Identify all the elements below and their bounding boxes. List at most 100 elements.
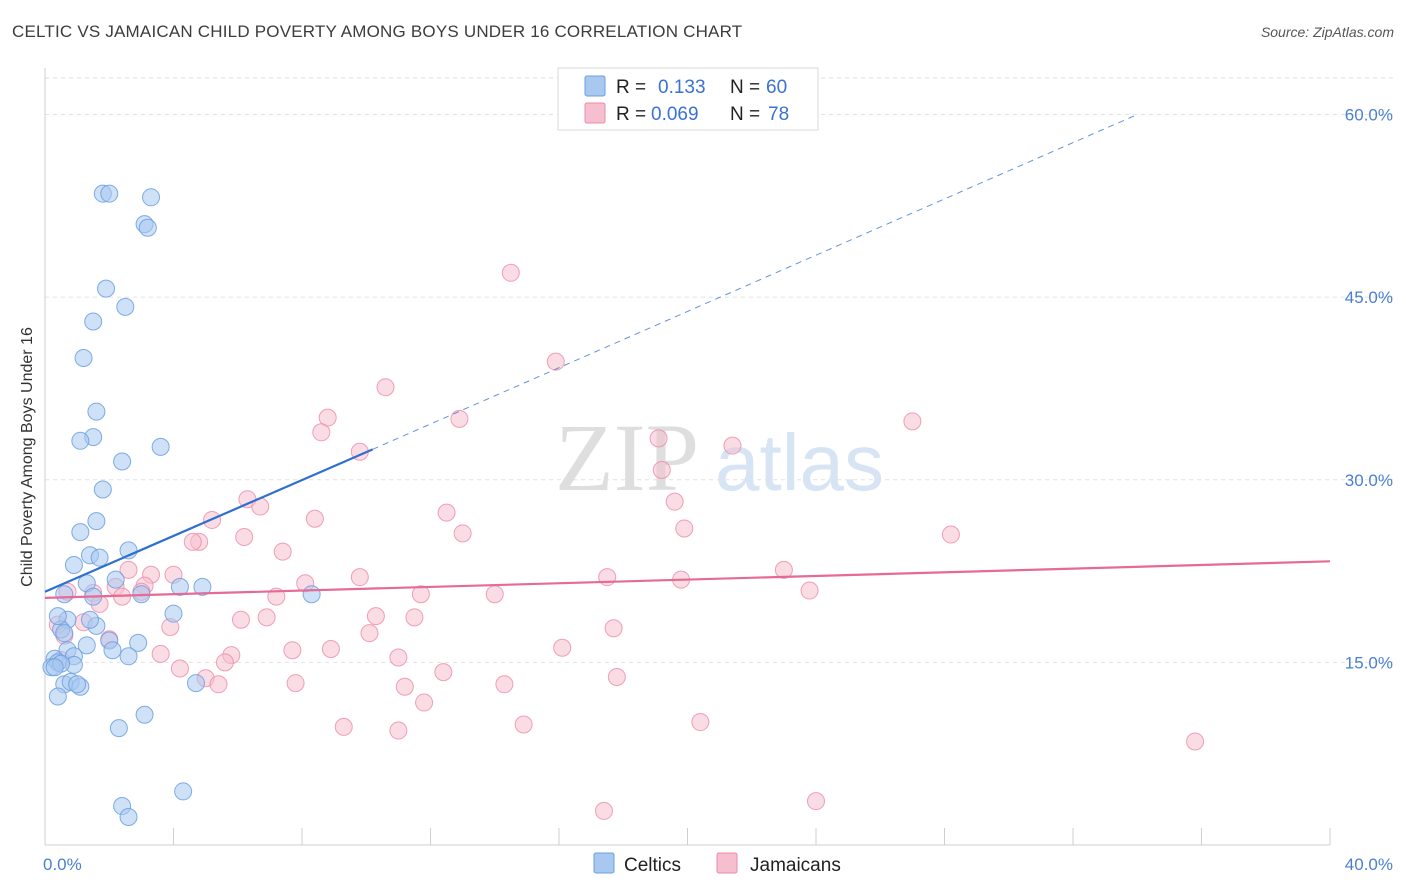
celtics-point <box>55 624 74 643</box>
celtics-swatch <box>593 852 615 874</box>
x-tick-label: 0.0% <box>43 855 82 874</box>
jamaicans-n-label: N = <box>730 104 760 125</box>
celtics-legend-label: Celtics <box>624 855 681 876</box>
jamaicans-point <box>151 644 170 663</box>
jamaicans-point <box>183 532 202 551</box>
jamaicans-point <box>312 423 331 442</box>
jamaicans-point <box>501 263 520 282</box>
celtics-point <box>97 279 116 298</box>
tick-labels: 15.0% 30.0% 45.0% 60.0% 0.0% 40.0% <box>43 106 1393 874</box>
jamaicans-point <box>305 509 324 528</box>
celtics-point <box>174 782 193 801</box>
celtics-trend-extension <box>372 114 1138 450</box>
source-credit: Source: ZipAtlas.com <box>1260 24 1394 40</box>
jamaicans-point <box>485 585 504 604</box>
jamaicans-points <box>48 263 1205 820</box>
celtics-point <box>77 636 96 655</box>
jamaicans-point <box>231 610 250 629</box>
jamaicans-point <box>652 461 671 480</box>
celtics-point <box>74 349 93 368</box>
jamaicans-point <box>941 525 960 544</box>
celtics-point <box>87 402 106 421</box>
jamaicans-point <box>437 503 456 522</box>
jamaicans-point <box>723 436 742 455</box>
jamaicans-point <box>675 519 694 538</box>
jamaicans-point <box>389 648 408 667</box>
jamaicans-point <box>350 568 369 587</box>
jamaicans-point <box>321 639 340 658</box>
jamaicans-point <box>607 667 626 686</box>
celtics-point <box>129 633 148 652</box>
celtics-point <box>71 431 90 450</box>
celtics-point <box>186 674 205 693</box>
jamaicans-point <box>257 608 276 627</box>
jamaicans-point <box>360 624 379 643</box>
celtics-n-value: 60 <box>766 77 787 98</box>
jamaicans-point <box>1186 732 1205 751</box>
celtics-point <box>80 610 99 629</box>
celtics-point <box>84 312 103 331</box>
celtics-point <box>64 555 83 574</box>
celtics-point <box>119 647 138 666</box>
trend-lines <box>44 114 1331 599</box>
celtics-point <box>119 807 138 826</box>
jamaicans-point <box>334 717 353 736</box>
celtics-point <box>113 452 132 471</box>
watermark: ZIP atlas <box>555 404 884 511</box>
y-tick-label: 60.0% <box>1345 106 1393 125</box>
jamaicans-point <box>273 542 292 561</box>
y-tick-label: 15.0% <box>1345 653 1393 672</box>
jamaicans-point <box>434 663 453 682</box>
jamaicans-point <box>450 409 469 428</box>
gridlines <box>45 77 1395 663</box>
jamaicans-point <box>665 492 684 511</box>
celtics-point <box>170 577 189 596</box>
jamaicans-point <box>389 721 408 740</box>
celtics-points <box>42 184 321 826</box>
celtics-point <box>100 184 119 203</box>
jamaicans-n-value: 78 <box>768 104 789 125</box>
jamaicans-r-value: 0.069 <box>651 104 699 125</box>
celtics-point <box>55 585 74 604</box>
jamaicans-point <box>604 619 623 638</box>
celtics-point <box>135 705 154 724</box>
jamaicans-point <box>209 675 228 694</box>
watermark-atlas: atlas <box>715 418 884 507</box>
celtics-r-value: 0.133 <box>658 77 706 98</box>
celtics-point <box>45 658 64 677</box>
y-tick-label: 45.0% <box>1345 288 1393 307</box>
jamaicans-point <box>376 378 395 397</box>
celtics-point <box>109 719 128 738</box>
jamaicans-point <box>453 524 472 543</box>
jamaicans-point <box>283 641 302 660</box>
jamaicans-point <box>546 352 565 371</box>
celtics-point <box>106 570 125 589</box>
jamaicans-legend-label: Jamaicans <box>750 855 841 876</box>
jamaicans-point <box>415 693 434 712</box>
jamaicans-point <box>119 560 138 579</box>
jamaicans-legend-swatch <box>584 102 606 124</box>
x-tick-label: 40.0% <box>1345 855 1393 874</box>
celtics-point <box>103 641 122 660</box>
celtics-point <box>68 675 87 694</box>
celtics-point <box>138 218 157 237</box>
jamaicans-point <box>405 608 424 627</box>
jamaicans-point <box>235 527 254 546</box>
jamaicans-point <box>691 713 710 732</box>
jamaicans-point <box>807 792 825 811</box>
celtics-point <box>116 297 135 316</box>
jamaicans-point <box>800 581 819 600</box>
celtics-trend-line <box>44 448 374 593</box>
celtics-r-label: R = <box>616 77 646 98</box>
celtics-point <box>48 607 67 626</box>
jamaicans-swatch <box>716 852 738 874</box>
y-axis-label: Child Poverty Among Boys Under 16 <box>19 327 36 587</box>
jamaicans-trend-line <box>44 560 1331 599</box>
celtics-point <box>87 512 106 531</box>
jamaicans-point <box>215 653 234 672</box>
jamaicans-point <box>286 674 305 693</box>
chart-title: CELTIC VS JAMAICAN CHILD POVERTY AMONG B… <box>12 22 743 41</box>
correlation-legend: R = 0.133 N = 60 R = 0.069 N = 78 <box>557 67 819 131</box>
jamaicans-point <box>903 412 922 431</box>
